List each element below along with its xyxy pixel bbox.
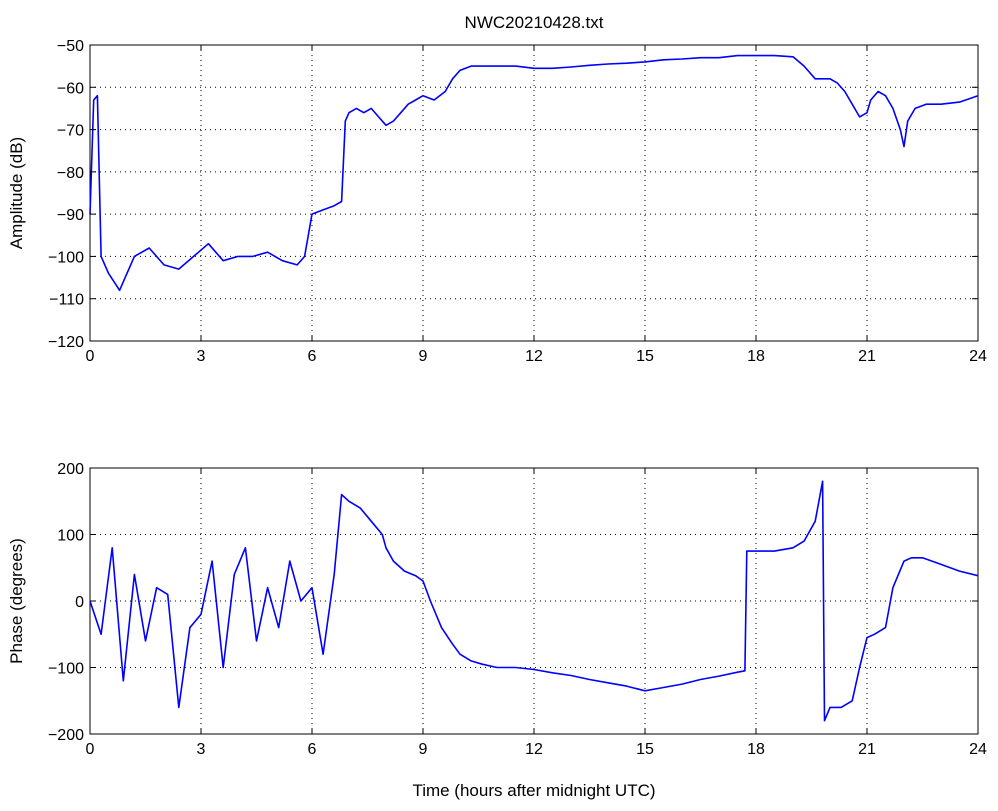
x-tick-label: 12 — [525, 348, 543, 365]
y-tick-label: −50 — [57, 38, 84, 55]
x-tick-label: 3 — [197, 348, 206, 365]
y-tick-label: 0 — [75, 594, 84, 611]
x-tick-label: 21 — [858, 741, 876, 758]
y-axis-label: Phase (degrees) — [7, 538, 26, 664]
plot-area — [89, 467, 979, 735]
x-tick-label: 6 — [308, 348, 317, 365]
x-tick-label: 9 — [419, 348, 428, 365]
y-tick-label: −120 — [48, 334, 84, 351]
x-tick-label: 0 — [86, 741, 95, 758]
y-tick-label: −90 — [57, 207, 84, 224]
x-tick-label: 15 — [636, 741, 654, 758]
y-tick-label: 100 — [57, 528, 84, 545]
y-axis-label: Amplitude (dB) — [7, 137, 26, 249]
x-tick-label: 12 — [525, 741, 543, 758]
x-tick-label: 24 — [969, 741, 987, 758]
x-tick-label: 24 — [969, 348, 987, 365]
y-tick-label: −100 — [48, 249, 84, 266]
y-tick-label: −200 — [48, 727, 84, 744]
x-tick-label: 6 — [308, 741, 317, 758]
chart-title: NWC20210428.txt — [465, 13, 604, 32]
y-tick-label: −60 — [57, 80, 84, 97]
y-tick-label: −100 — [48, 661, 84, 678]
x-tick-label: 15 — [636, 348, 654, 365]
x-tick-label: 3 — [197, 741, 206, 758]
plot-area — [89, 44, 979, 342]
amplitude-subplot: 0 3 6 9 12 15 18 21 24 −50 −60 −70 −80 −90 −100 −110 −12… — [7, 13, 987, 365]
x-tick-label: 18 — [747, 348, 765, 365]
phase-series-line — [89, 480, 979, 722]
x-axis-label: Time (hours after midnight UTC) — [412, 781, 655, 800]
y-tick-label: −80 — [57, 165, 84, 182]
amplitude-series-line — [89, 54, 979, 292]
y-tick-label: −110 — [49, 292, 84, 309]
phase-subplot: 0 3 6 9 12 15 18 21 24 200 100 0 −100 −200 Time (hours… — [7, 461, 987, 800]
x-tick-label: 0 — [86, 348, 95, 365]
y-tick-label: 200 — [57, 461, 84, 478]
x-tick-label: 18 — [747, 741, 765, 758]
y-tick-label: −70 — [57, 123, 84, 140]
x-tick-label: 21 — [858, 348, 876, 365]
x-tick-label: 9 — [419, 741, 428, 758]
